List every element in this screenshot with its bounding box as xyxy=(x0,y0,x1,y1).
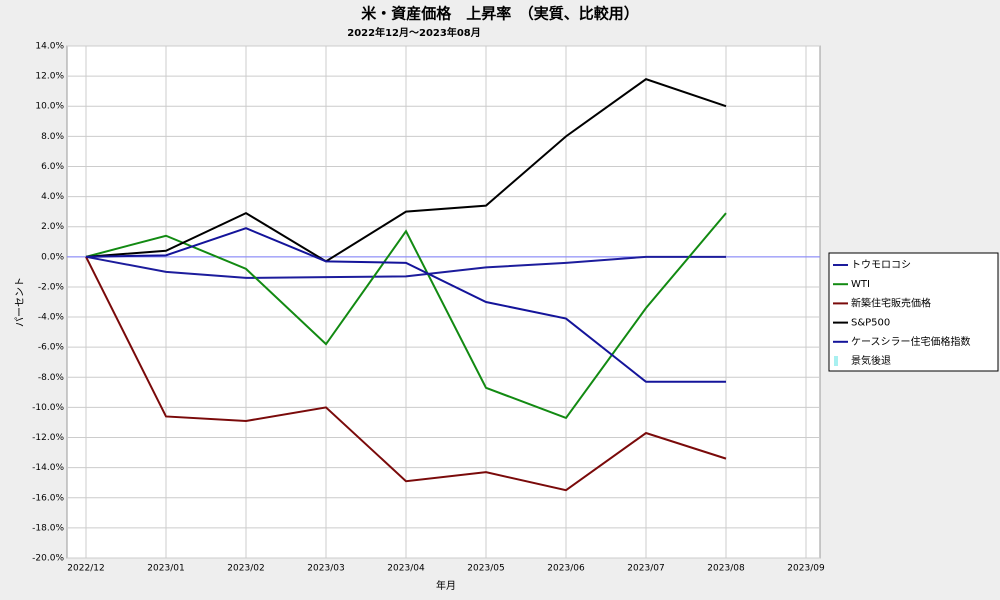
y-tick-label: -16.0% xyxy=(32,493,64,503)
chart-title: 米・資産価格 上昇率 （実質、比較用） xyxy=(361,5,639,23)
legend-label: 新築住宅販売価格 xyxy=(851,296,931,309)
y-tick-label: -2.0% xyxy=(38,282,65,292)
legend-label: 景気後退 xyxy=(851,354,891,367)
legend-label: S&P500 xyxy=(851,318,890,329)
x-tick-label: 2023/01 xyxy=(147,564,184,574)
y-tick-label: -8.0% xyxy=(38,373,65,383)
x-tick-label: 2023/06 xyxy=(547,564,585,574)
legend xyxy=(828,252,999,372)
y-tick-label: 10.0% xyxy=(35,102,64,112)
series-line xyxy=(85,255,726,279)
x-tick-label: 2023/05 xyxy=(467,564,504,574)
x-tick-label: 2023/03 xyxy=(307,564,344,574)
y-tick-label: -18.0% xyxy=(32,523,64,533)
y-tick-label: -12.0% xyxy=(32,433,64,443)
y-tick-label: -10.0% xyxy=(32,403,64,413)
y-tick-label: 6.0% xyxy=(41,162,64,172)
x-tick-label: 2023/07 xyxy=(627,564,664,574)
y-tick-label: 8.0% xyxy=(41,132,64,142)
x-tick-label: 2023/09 xyxy=(787,564,825,574)
legend-label: WTI xyxy=(851,279,870,290)
plot-area xyxy=(66,45,821,559)
y-tick-label: -20.0% xyxy=(32,554,64,564)
y-tick-label: 0.0% xyxy=(41,252,64,262)
legend-label: ケースシラー住宅価格指数 xyxy=(851,335,971,348)
y-tick-label: 12.0% xyxy=(35,72,64,82)
chart-subtitle: 2022年12月～2023年08月 xyxy=(347,26,481,39)
y-tick-label: 4.0% xyxy=(41,192,64,202)
y-tick-label: -4.0% xyxy=(38,313,65,323)
x-tick-label: 2022/12 xyxy=(67,564,104,574)
series-line xyxy=(85,78,727,263)
legend-label: トウモロコシ xyxy=(851,259,911,271)
series-line xyxy=(85,227,726,383)
y-axis-label: パーセント xyxy=(14,277,26,327)
legend-swatch xyxy=(834,356,838,366)
y-tick-label: -14.0% xyxy=(32,463,64,473)
x-tick-label: 2023/02 xyxy=(227,564,264,574)
x-axis-label: 年月 xyxy=(436,579,456,592)
y-tick-label: 14.0% xyxy=(35,42,64,52)
x-tick-label: 2023/08 xyxy=(707,564,745,574)
y-tick-label: -6.0% xyxy=(38,343,65,353)
y-tick-label: 2.0% xyxy=(41,222,64,232)
series-line xyxy=(85,256,727,492)
x-tick-label: 2023/04 xyxy=(387,564,425,574)
